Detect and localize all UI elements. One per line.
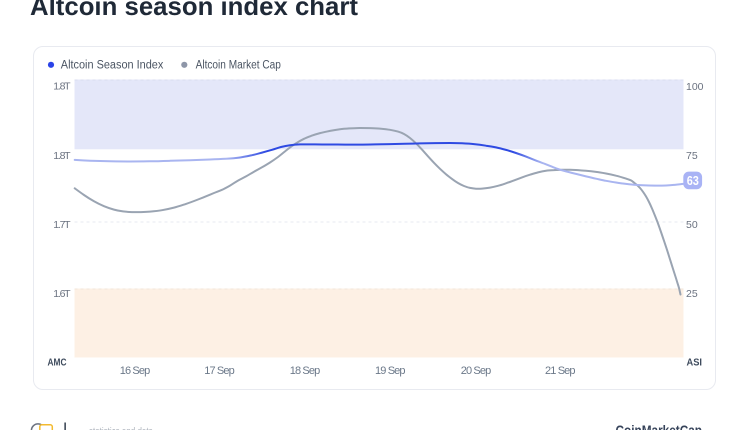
svg-text:CoinMarketCap: CoinMarketCap bbox=[616, 423, 703, 430]
svg-text:17 Sep: 17 Sep bbox=[204, 365, 235, 377]
svg-text:1.7T: 1.7T bbox=[53, 219, 71, 231]
svg-text:20 Sep: 20 Sep bbox=[461, 365, 492, 377]
svg-text:21 Sep: 21 Sep bbox=[545, 365, 576, 377]
svg-text:50: 50 bbox=[686, 219, 698, 231]
svg-text:1.6T: 1.6T bbox=[53, 288, 71, 300]
svg-text:1.8T: 1.8T bbox=[53, 80, 71, 92]
svg-text:Altcoin season index chart: Altcoin season index chart bbox=[30, 0, 358, 21]
svg-text:statistics and data: statistics and data bbox=[89, 426, 153, 430]
svg-text:75: 75 bbox=[686, 150, 698, 162]
svg-text:AMC: AMC bbox=[48, 357, 67, 369]
svg-text:18 Sep: 18 Sep bbox=[290, 365, 321, 377]
svg-text:ASI: ASI bbox=[687, 357, 703, 369]
svg-text:25: 25 bbox=[686, 288, 698, 300]
svg-text:Altcoin Season Index: Altcoin Season Index bbox=[61, 60, 164, 72]
svg-text:1.8T: 1.8T bbox=[53, 150, 71, 162]
svg-text:16 Sep: 16 Sep bbox=[120, 365, 151, 377]
svg-text:63: 63 bbox=[687, 174, 699, 188]
svg-text:100: 100 bbox=[686, 81, 704, 93]
svg-text:Altcoin Market Cap: Altcoin Market Cap bbox=[196, 60, 281, 72]
svg-text:19 Sep: 19 Sep bbox=[375, 365, 406, 377]
